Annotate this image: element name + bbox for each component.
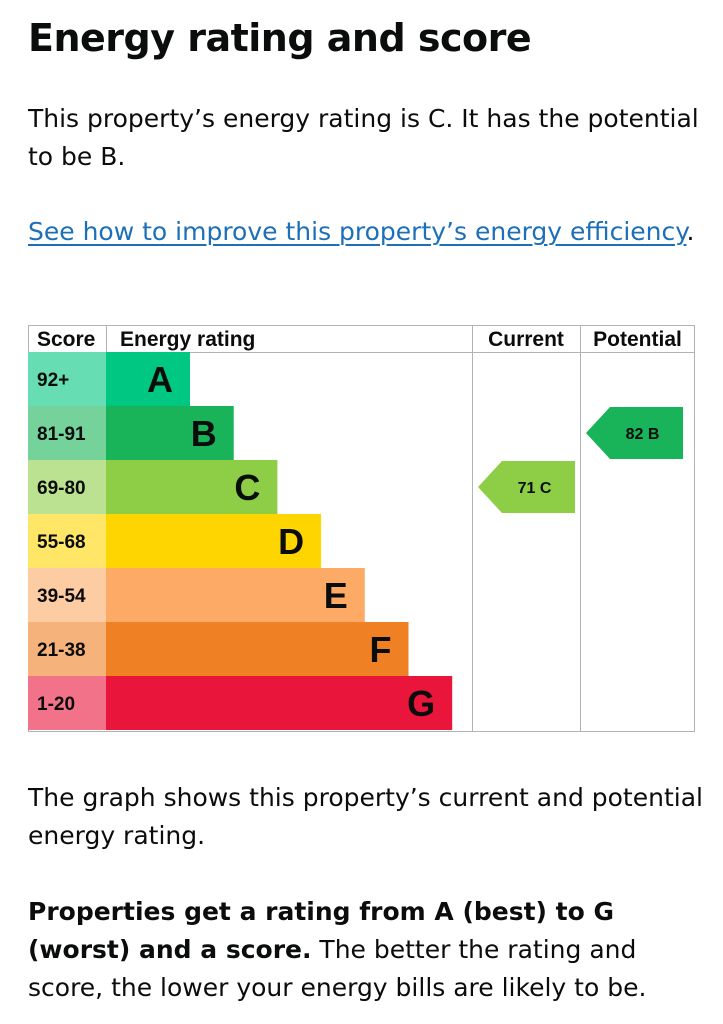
rating-intro: This property’s energy rating is C. It h…: [28, 104, 699, 171]
band-letter: C: [234, 467, 260, 508]
band-score-cell: [28, 406, 106, 460]
band-score-cell: [28, 460, 106, 514]
band-score-cell: [28, 514, 106, 568]
band-bar-g: [106, 676, 453, 730]
band-score-cell: [28, 568, 106, 622]
band-letter: G: [407, 683, 435, 724]
energy-rating-chart: Score Energy rating Current Potential 92+ A 81…: [28, 325, 695, 732]
header-current: Current: [488, 328, 564, 351]
page-title: Energy rating and score: [28, 16, 532, 60]
band-score-cell: [28, 622, 106, 676]
band-score-label: 55-68: [37, 532, 86, 553]
improve-efficiency-link[interactable]: See how to improve this property’s energ…: [28, 217, 687, 246]
rating-explanation-rest: The better the rating and score, the low…: [28, 935, 647, 1002]
band-score-label: 1-20: [37, 694, 75, 715]
header-potential: Potential: [593, 328, 682, 351]
graph-description: The graph shows this property’s current …: [28, 783, 703, 850]
band-score-label: 39-54: [37, 586, 86, 607]
potential-rating-arrow: [586, 407, 683, 459]
band-letter: F: [370, 629, 392, 670]
band-score-label: 92+: [37, 370, 69, 391]
rating-explanation: Properties get a rating from A (best) to…: [28, 893, 708, 1007]
band-letter: E: [324, 575, 348, 616]
band-bar-a: [106, 352, 190, 406]
band-letter: D: [278, 521, 304, 562]
energy-rating-graph: Score Energy rating Current Potential 92+ A 81…: [28, 325, 695, 732]
band-bar-d: [106, 514, 322, 568]
band-score-cell: [28, 352, 106, 406]
header-score: Score: [37, 328, 95, 351]
band-bar-c: [106, 460, 278, 514]
rating-explanation-bold: Properties get a rating from A (best) to…: [28, 897, 615, 964]
header-energy-rating: Energy rating: [120, 328, 255, 351]
band-bar-b: [106, 406, 234, 460]
band-bar-e: [106, 568, 365, 622]
band-score-label: 69-80: [37, 478, 86, 499]
band-score-cell: [28, 676, 106, 730]
band-score-label: 81-91: [37, 424, 86, 445]
link-suffix: .: [686, 217, 695, 246]
current-rating-label: 71 C: [518, 480, 552, 497]
potential-rating-label: 82 B: [626, 426, 660, 443]
band-score-label: 21-38: [37, 640, 86, 661]
band-letter: B: [191, 413, 217, 454]
band-bar-f: [106, 622, 409, 676]
current-rating-arrow: [478, 461, 575, 513]
improve-paragraph: See how to improve this property’s energ…: [28, 213, 708, 251]
band-letter: A: [147, 359, 173, 400]
